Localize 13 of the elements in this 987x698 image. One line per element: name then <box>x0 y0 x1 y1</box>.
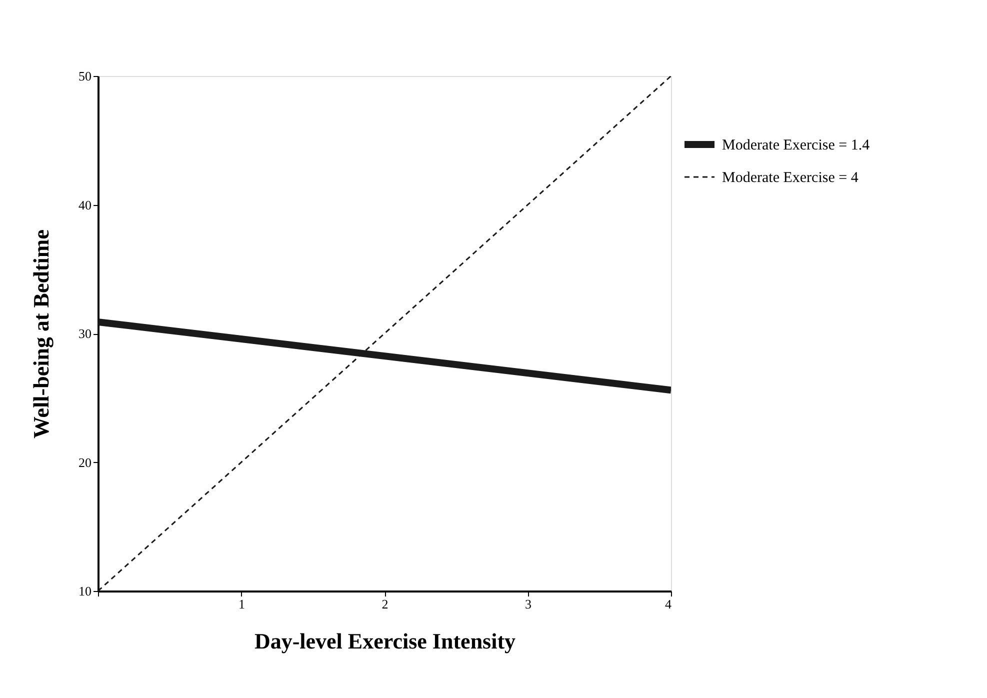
y-tick-label: 30 <box>78 326 92 341</box>
x-tick-label: 3 <box>525 596 532 612</box>
x-tick-label: 2 <box>382 596 388 612</box>
legend-label: Moderate Exercise = 1.4 <box>722 138 870 154</box>
y-tick-label: 40 <box>78 197 92 212</box>
x-tick-label: 1 <box>238 596 245 612</box>
y-tick-label: 10 <box>78 584 92 598</box>
legend-label: Moderate Exercise = 4 <box>722 170 859 186</box>
y-tick-label: 20 <box>78 454 92 470</box>
y-axis-title: Well-being at Bedtime <box>28 229 54 438</box>
x-axis-title: Day-level Exercise Intensity <box>254 628 516 654</box>
y-tick-label: 50 <box>78 68 92 84</box>
x-tick-label: 4 <box>665 596 672 612</box>
